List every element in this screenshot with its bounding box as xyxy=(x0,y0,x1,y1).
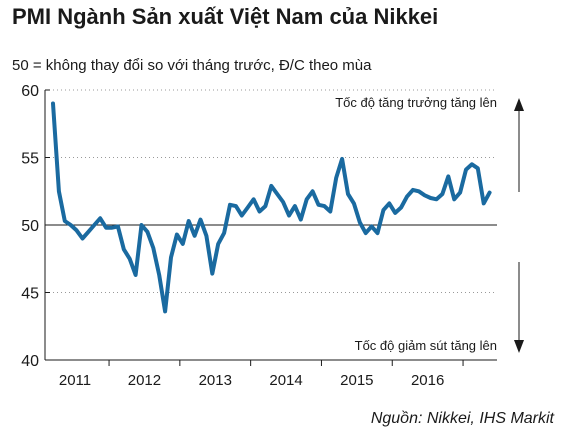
x-tick-label-2016: 2016 xyxy=(411,372,444,389)
x-tick-label-2013: 2013 xyxy=(199,372,232,389)
y-tick-label-55: 55 xyxy=(21,151,39,168)
annotation-up: Tốc độ tăng trưởng tăng lên xyxy=(335,95,497,110)
y-tick-label-50: 50 xyxy=(21,218,39,235)
chart-title: PMI Ngành Sản xuất Việt Nam của Nikkei xyxy=(12,4,439,29)
x-tick-label-2014: 2014 xyxy=(269,372,302,389)
y-tick-label-40: 40 xyxy=(21,353,39,370)
y-tick-label-45: 45 xyxy=(21,286,39,303)
arrow-up-head xyxy=(514,98,524,111)
x-tick-label-2011: 2011 xyxy=(59,372,91,389)
series-line-pmi xyxy=(51,101,492,314)
y-tick-label-60: 60 xyxy=(21,83,39,100)
x-tick-label-2015: 2015 xyxy=(340,372,373,389)
source-note: Nguồn: Nikkei, IHS Markit xyxy=(370,410,554,427)
annotation-down: Tốc độ giảm sút tăng lên xyxy=(355,338,497,353)
arrow-down-head xyxy=(514,340,524,353)
chart-subtitle: 50 = không thay đổi so với tháng trước, … xyxy=(12,57,372,74)
x-tick-label-2012: 2012 xyxy=(128,372,161,389)
